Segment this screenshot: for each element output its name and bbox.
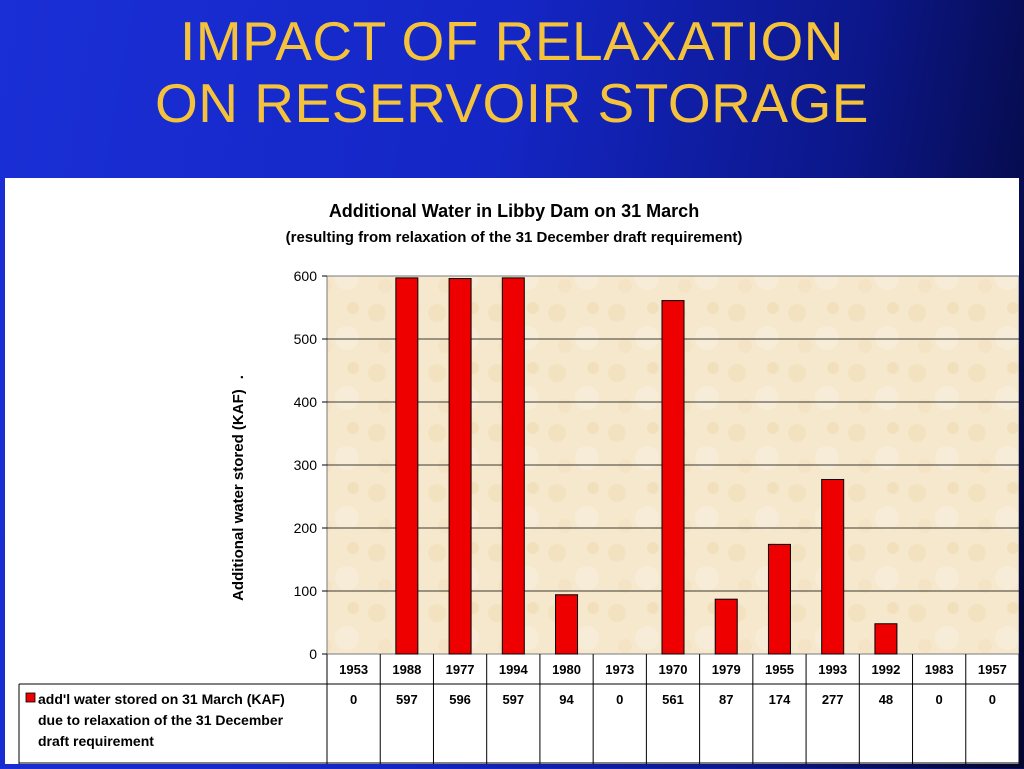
- data-label: 596: [449, 692, 471, 707]
- x-category-label: 1983: [925, 662, 954, 677]
- bar-1992: [874, 623, 898, 655]
- data-label: 87: [719, 692, 733, 707]
- y-tick-label: 200: [294, 520, 318, 536]
- x-category-label: 1977: [446, 662, 475, 677]
- y-tick-label: 400: [294, 394, 318, 410]
- data-label: 0: [350, 692, 357, 707]
- y-tick-label: 300: [294, 457, 318, 473]
- legend-label-line: draft requirement: [38, 733, 154, 749]
- slide-title: IMPACT OF RELAXATION ON RESERVOIR STORAG…: [0, 10, 1024, 134]
- bar-1994: [501, 277, 525, 655]
- data-label: 0: [616, 692, 623, 707]
- x-category-label: 1992: [871, 662, 900, 677]
- bar-1955: [767, 543, 791, 655]
- bars: [395, 277, 898, 655]
- data-table: 1953 0 1988 597 1977 596 1994 597 1980 94 1973 0 197…: [18, 654, 1020, 764]
- bar-1993: [821, 478, 845, 655]
- slide-title-line-2: ON RESERVOIR STORAGE: [155, 72, 869, 134]
- x-category-label: 1957: [978, 662, 1007, 677]
- legend-key: [25, 692, 36, 703]
- data-label: 174: [769, 692, 791, 707]
- x-category-label: 1973: [605, 662, 634, 677]
- bar-1970: [661, 300, 685, 655]
- bar-chart: Additional Water in Libby Dam on 31 Marc…: [18, 201, 1020, 764]
- data-label: 0: [936, 692, 943, 707]
- bar-1977: [448, 278, 472, 655]
- x-category-label: 1988: [392, 662, 421, 677]
- chart-subtitle: (resulting from relaxation of the 31 Dec…: [286, 229, 743, 246]
- y-axis-ticks: 0 100 200 300 400 500 600: [294, 268, 327, 662]
- data-label: 277: [822, 692, 844, 707]
- y-tick-label: 500: [294, 331, 318, 347]
- data-label: 561: [662, 692, 684, 707]
- y-axis-label-text: Additional water stored (KAF): [230, 389, 247, 601]
- x-category-label: 1970: [659, 662, 688, 677]
- chart-panel: Additional Water in Libby Dam on 31 Marc…: [5, 178, 1020, 764]
- data-label: 94: [559, 692, 574, 707]
- x-category-label: 1993: [818, 662, 847, 677]
- legend-label-line: due to relaxation of the 31 December: [38, 712, 284, 728]
- x-category-label: 1994: [499, 662, 529, 677]
- slide-title-line-1: IMPACT OF RELAXATION: [180, 10, 844, 72]
- x-category-label: 1955: [765, 662, 794, 677]
- legend-label-line: add'l water stored on 31 March (KAF): [38, 691, 285, 707]
- y-axis-label: Additional water stored (KAF).: [230, 375, 247, 601]
- data-label: 597: [502, 692, 524, 707]
- bar-1988: [395, 277, 419, 655]
- data-label: 48: [879, 692, 893, 707]
- y-tick-label: 100: [294, 583, 318, 599]
- chart-title: Additional Water in Libby Dam on 31 Marc…: [329, 201, 699, 221]
- y-axis-label-suffix: .: [230, 375, 247, 379]
- y-tick-label: 0: [309, 646, 317, 662]
- bar-1979: [714, 598, 738, 655]
- x-category-label: 1979: [712, 662, 741, 677]
- x-category-label: 1980: [552, 662, 581, 677]
- x-category-label: 1953: [339, 662, 368, 677]
- y-tick-label: 600: [294, 268, 318, 284]
- data-label: 0: [989, 692, 996, 707]
- data-label: 597: [396, 692, 418, 707]
- bar-1980: [555, 594, 579, 655]
